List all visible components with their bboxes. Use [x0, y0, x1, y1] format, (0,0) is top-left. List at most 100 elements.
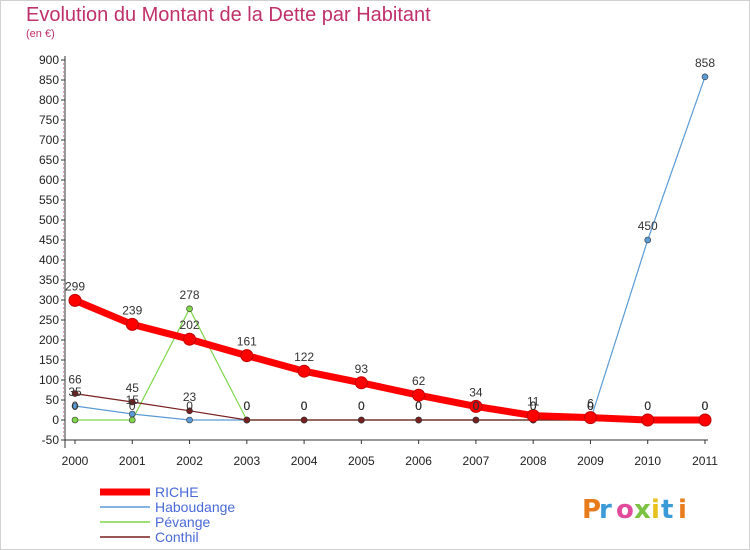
y-minor-tick — [63, 167, 64, 169]
data-label: 0 — [129, 399, 136, 413]
x-tick-label: 2004 — [291, 454, 318, 468]
y-minor-tick — [63, 371, 64, 373]
y-minor-tick — [63, 423, 64, 425]
y-minor-tick — [63, 103, 64, 105]
series-line-pévange — [74, 308, 706, 421]
y-minor-tick — [63, 363, 64, 365]
y-minor-tick — [63, 115, 64, 117]
y-minor-tick — [63, 391, 64, 393]
data-label: 299 — [65, 279, 85, 293]
data-label: 0 — [587, 399, 594, 413]
y-minor-tick — [63, 295, 64, 297]
data-point — [240, 349, 254, 363]
data-label: 23 — [183, 390, 197, 404]
data-label: 0 — [644, 399, 651, 413]
data-point — [68, 293, 82, 307]
x-tick-label: 2001 — [119, 454, 146, 468]
data-point — [412, 388, 426, 402]
data-label: 858 — [695, 56, 715, 70]
y-minor-tick — [63, 215, 64, 217]
y-tick-label: 850 — [39, 73, 59, 87]
y-minor-tick — [63, 187, 64, 189]
y-minor-tick — [63, 327, 64, 329]
y-minor-tick — [63, 311, 64, 313]
y-minor-tick — [63, 71, 64, 73]
data-point — [297, 364, 311, 378]
x-tick-label: 2008 — [520, 454, 547, 468]
x-tick-label: 2003 — [233, 454, 260, 468]
y-tick-label: 250 — [39, 313, 59, 327]
y-tick-label: 50 — [46, 393, 60, 407]
y-minor-tick — [63, 143, 64, 145]
y-minor-tick — [63, 335, 64, 337]
y-minor-tick — [63, 123, 64, 125]
y-minor-tick — [63, 275, 64, 277]
y-minor-tick — [63, 175, 64, 177]
y-minor-tick — [63, 147, 64, 149]
data-label: 239 — [122, 303, 142, 317]
legend-label: Haboudange — [155, 499, 235, 515]
data-point — [415, 416, 422, 424]
data-label: 0 — [702, 399, 709, 413]
data-point — [469, 399, 483, 413]
y-minor-tick — [63, 387, 64, 389]
y-tick-label: 550 — [39, 193, 59, 207]
data-point — [358, 416, 365, 424]
data-label: 93 — [355, 362, 369, 376]
y-minor-tick — [63, 287, 64, 289]
y-minor-tick — [63, 135, 64, 137]
y-tick-label: 0 — [52, 413, 59, 427]
y-minor-tick — [63, 355, 64, 357]
data-point — [354, 376, 368, 390]
chart-subtitle: (en €) — [26, 28, 55, 40]
logo-letter: o — [616, 495, 634, 525]
y-minor-tick — [63, 255, 64, 257]
y-minor-tick — [63, 183, 64, 185]
data-point — [71, 390, 79, 397]
data-point — [644, 236, 652, 244]
y-minor-tick — [63, 291, 64, 293]
y-minor-tick — [63, 223, 64, 225]
data-label: 0 — [186, 399, 193, 413]
y-tick-label: 300 — [39, 293, 59, 307]
data-label: 278 — [180, 288, 200, 302]
data-point — [128, 398, 136, 406]
data-point — [698, 413, 712, 427]
data-label: 35 — [68, 385, 82, 399]
series-line-haboudange — [74, 76, 706, 421]
x-tick-label: 2007 — [463, 454, 490, 468]
data-point — [701, 73, 709, 81]
y-tick-label: 450 — [39, 233, 59, 247]
data-label: 0 — [358, 399, 365, 413]
y-minor-tick — [63, 191, 64, 193]
y-minor-tick — [63, 307, 64, 309]
data-point — [71, 402, 79, 410]
logo-letter: x — [634, 495, 651, 525]
logo-letter: t — [661, 495, 673, 525]
data-point — [183, 332, 197, 346]
data-point — [526, 409, 540, 423]
y-minor-tick — [63, 227, 64, 229]
data-point — [300, 416, 308, 424]
x-tick-label: 2009 — [577, 454, 604, 468]
x-tick-label: 2011 — [692, 454, 718, 468]
y-tick-label: 800 — [39, 93, 59, 107]
y-minor-tick — [63, 263, 64, 265]
y-minor-tick — [63, 155, 64, 157]
y-tick-label: 650 — [39, 153, 59, 167]
x-tick-label: 2010 — [634, 454, 661, 468]
series-line-riche — [71, 296, 709, 424]
y-minor-tick — [63, 163, 64, 165]
x-tick-label: 2006 — [405, 454, 432, 468]
y-minor-tick — [63, 83, 64, 85]
y-minor-tick — [63, 107, 64, 109]
x-tick-label: 2005 — [348, 454, 375, 468]
legend-label: Pévange — [155, 514, 210, 530]
y-minor-tick — [63, 231, 64, 233]
axes: -500501001502002503003504004505005506006… — [39, 53, 718, 468]
y-minor-tick — [63, 431, 64, 433]
data-point — [128, 416, 136, 424]
data-label: 0 — [644, 399, 651, 413]
